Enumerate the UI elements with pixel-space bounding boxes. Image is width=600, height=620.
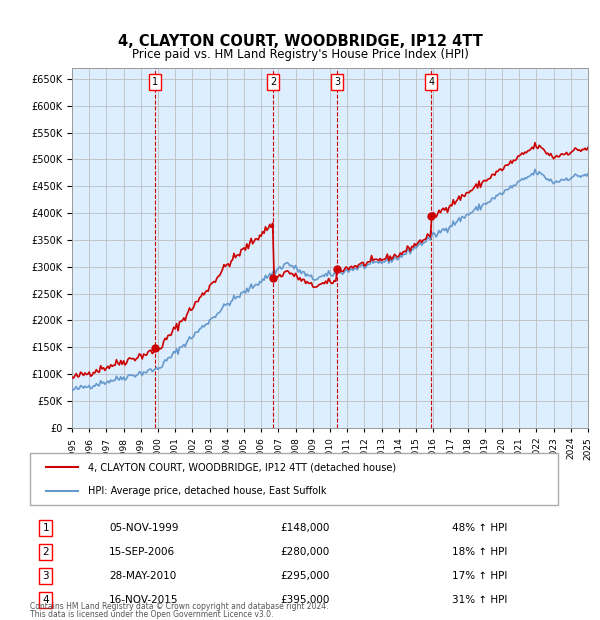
Text: Contains HM Land Registry data © Crown copyright and database right 2024.: Contains HM Land Registry data © Crown c… bbox=[30, 601, 329, 611]
Text: 4, CLAYTON COURT, WOODBRIDGE, IP12 4TT (detached house): 4, CLAYTON COURT, WOODBRIDGE, IP12 4TT (… bbox=[88, 463, 396, 472]
Text: £280,000: £280,000 bbox=[280, 547, 329, 557]
Text: 48% ↑ HPI: 48% ↑ HPI bbox=[452, 523, 508, 533]
Text: 17% ↑ HPI: 17% ↑ HPI bbox=[452, 571, 508, 581]
Text: 1: 1 bbox=[152, 77, 158, 87]
Text: 05-NOV-1999: 05-NOV-1999 bbox=[109, 523, 179, 533]
Text: 1: 1 bbox=[43, 523, 49, 533]
Text: 18% ↑ HPI: 18% ↑ HPI bbox=[452, 547, 508, 557]
Text: 4: 4 bbox=[428, 77, 434, 87]
Text: 28-MAY-2010: 28-MAY-2010 bbox=[109, 571, 176, 581]
Text: Price paid vs. HM Land Registry's House Price Index (HPI): Price paid vs. HM Land Registry's House … bbox=[131, 48, 469, 61]
Text: £148,000: £148,000 bbox=[280, 523, 329, 533]
Text: HPI: Average price, detached house, East Suffolk: HPI: Average price, detached house, East… bbox=[88, 485, 326, 495]
Text: 31% ↑ HPI: 31% ↑ HPI bbox=[452, 595, 508, 605]
FancyBboxPatch shape bbox=[30, 453, 558, 505]
Text: 2: 2 bbox=[270, 77, 277, 87]
Text: This data is licensed under the Open Government Licence v3.0.: This data is licensed under the Open Gov… bbox=[30, 609, 274, 619]
Text: 16-NOV-2015: 16-NOV-2015 bbox=[109, 595, 179, 605]
Text: 15-SEP-2006: 15-SEP-2006 bbox=[109, 547, 175, 557]
Text: £395,000: £395,000 bbox=[280, 595, 329, 605]
Text: 4, CLAYTON COURT, WOODBRIDGE, IP12 4TT: 4, CLAYTON COURT, WOODBRIDGE, IP12 4TT bbox=[118, 34, 482, 49]
Text: 2: 2 bbox=[43, 547, 49, 557]
Text: 3: 3 bbox=[43, 571, 49, 581]
Text: 3: 3 bbox=[334, 77, 340, 87]
Text: £295,000: £295,000 bbox=[280, 571, 329, 581]
Text: 4: 4 bbox=[43, 595, 49, 605]
